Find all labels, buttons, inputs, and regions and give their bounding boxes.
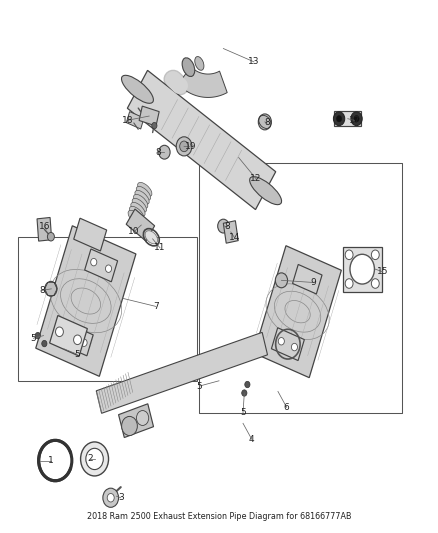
Ellipse shape <box>182 58 195 77</box>
Circle shape <box>218 219 229 233</box>
Circle shape <box>371 250 379 260</box>
Circle shape <box>74 335 81 344</box>
Circle shape <box>47 232 54 241</box>
Text: 2: 2 <box>88 455 93 463</box>
Text: 15: 15 <box>377 268 389 276</box>
Ellipse shape <box>250 176 282 205</box>
Circle shape <box>176 137 192 156</box>
Polygon shape <box>178 67 227 98</box>
Text: 14: 14 <box>229 233 240 242</box>
Polygon shape <box>254 246 341 378</box>
Ellipse shape <box>121 75 153 103</box>
Circle shape <box>56 327 64 336</box>
Circle shape <box>351 112 362 126</box>
Text: 1: 1 <box>48 456 54 465</box>
Ellipse shape <box>131 203 145 216</box>
Text: 5: 5 <box>197 382 202 391</box>
Text: 2018 Ram 2500 Exhaust Extension Pipe Diagram for 68166777AB: 2018 Ram 2500 Exhaust Extension Pipe Dia… <box>87 512 351 521</box>
Text: 3: 3 <box>118 493 124 502</box>
Ellipse shape <box>135 190 149 204</box>
Circle shape <box>81 442 109 476</box>
Text: 8: 8 <box>225 222 231 231</box>
Circle shape <box>180 141 188 152</box>
Circle shape <box>107 494 114 502</box>
Circle shape <box>103 488 119 507</box>
Polygon shape <box>272 328 304 360</box>
Circle shape <box>354 116 359 122</box>
Circle shape <box>91 259 97 266</box>
Polygon shape <box>223 221 238 243</box>
Ellipse shape <box>132 198 146 212</box>
Ellipse shape <box>128 211 142 224</box>
Polygon shape <box>49 316 87 356</box>
Circle shape <box>276 273 288 288</box>
Circle shape <box>291 343 297 351</box>
Text: 12: 12 <box>251 174 262 183</box>
Text: 11: 11 <box>154 244 166 253</box>
Circle shape <box>66 333 72 340</box>
Circle shape <box>81 339 87 346</box>
Circle shape <box>278 337 284 345</box>
Polygon shape <box>37 217 52 241</box>
Text: 5: 5 <box>31 334 36 343</box>
Polygon shape <box>119 404 154 438</box>
Polygon shape <box>343 247 382 292</box>
Circle shape <box>336 116 342 122</box>
Polygon shape <box>96 333 268 413</box>
Text: 8: 8 <box>155 148 161 157</box>
Circle shape <box>45 281 57 296</box>
Ellipse shape <box>195 56 204 70</box>
Text: 8: 8 <box>39 286 45 295</box>
Polygon shape <box>127 70 276 209</box>
Text: 8: 8 <box>264 118 270 127</box>
Circle shape <box>345 279 353 288</box>
Circle shape <box>152 123 157 129</box>
Text: 17: 17 <box>349 116 360 125</box>
Text: 5: 5 <box>240 408 246 417</box>
Polygon shape <box>36 226 136 376</box>
Polygon shape <box>126 111 144 129</box>
Text: 19: 19 <box>185 142 196 151</box>
Text: 4: 4 <box>249 435 254 444</box>
Ellipse shape <box>138 182 152 197</box>
Polygon shape <box>126 209 155 241</box>
Polygon shape <box>334 111 361 126</box>
Text: 10: 10 <box>128 228 140 237</box>
Polygon shape <box>139 106 159 126</box>
Circle shape <box>333 112 345 126</box>
Circle shape <box>345 250 353 260</box>
Text: 7: 7 <box>153 302 159 311</box>
Circle shape <box>42 341 47 347</box>
Text: 9: 9 <box>310 278 316 287</box>
Circle shape <box>35 333 40 339</box>
Circle shape <box>371 279 379 288</box>
Circle shape <box>86 448 103 470</box>
Circle shape <box>350 254 374 284</box>
Polygon shape <box>60 323 93 356</box>
Ellipse shape <box>145 231 158 244</box>
Text: 6: 6 <box>284 403 290 412</box>
Text: 16: 16 <box>39 222 50 231</box>
Polygon shape <box>293 264 322 294</box>
Text: 13: 13 <box>248 58 260 66</box>
Ellipse shape <box>136 187 151 200</box>
Ellipse shape <box>130 206 144 220</box>
Bar <box>18 237 197 381</box>
Polygon shape <box>74 218 107 251</box>
Ellipse shape <box>134 195 148 208</box>
Circle shape <box>258 114 272 130</box>
Text: 5: 5 <box>74 350 80 359</box>
Circle shape <box>159 146 170 159</box>
Circle shape <box>122 416 138 435</box>
Circle shape <box>137 410 149 425</box>
Polygon shape <box>85 249 118 282</box>
Circle shape <box>245 381 250 387</box>
Text: 18: 18 <box>122 116 133 125</box>
Circle shape <box>106 265 112 272</box>
Circle shape <box>242 390 247 396</box>
